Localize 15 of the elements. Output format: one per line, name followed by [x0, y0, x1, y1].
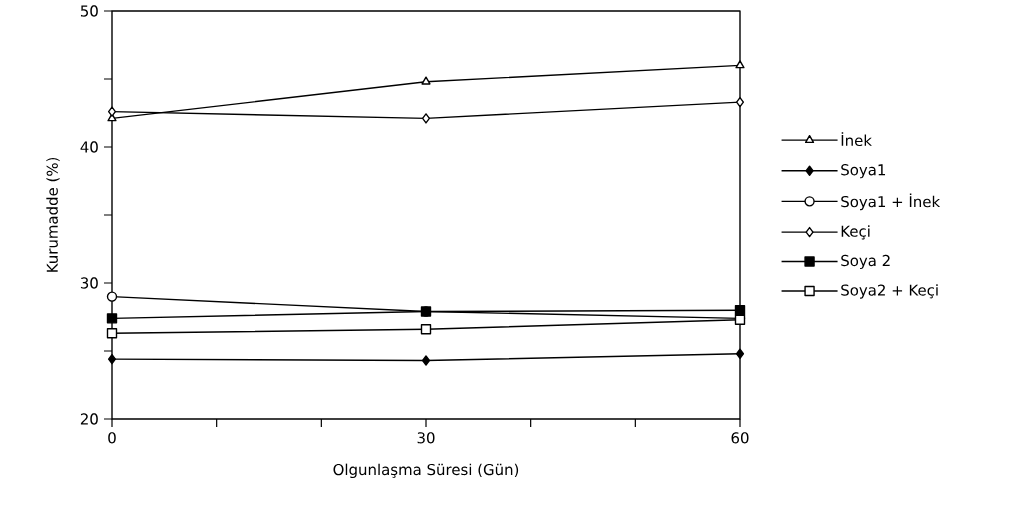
x-axis-title: Olgunlaşma Süresi (Gün) [333, 463, 519, 479]
x-tick-label: 0 [108, 432, 116, 444]
legend-label: Soya 2 [841, 254, 890, 270]
legend-label: İnek [841, 132, 872, 147]
y-tick-label: 30 [80, 277, 98, 289]
y-tick-label: 40 [80, 141, 98, 153]
legend-label: Soya2 + Keçi [841, 284, 938, 299]
y-tick-label: 20 [80, 413, 98, 425]
legend-label: Keçi [841, 225, 870, 240]
legend-label: Soya1 + İnek [841, 193, 941, 211]
x-tick-label: 60 [731, 432, 749, 444]
y-axis-title: Kurumadde (%) [46, 157, 60, 272]
legend-label: Soya1 [841, 164, 886, 179]
y-tick-label: 50 [80, 5, 98, 17]
x-tick-label: 30 [417, 432, 435, 444]
